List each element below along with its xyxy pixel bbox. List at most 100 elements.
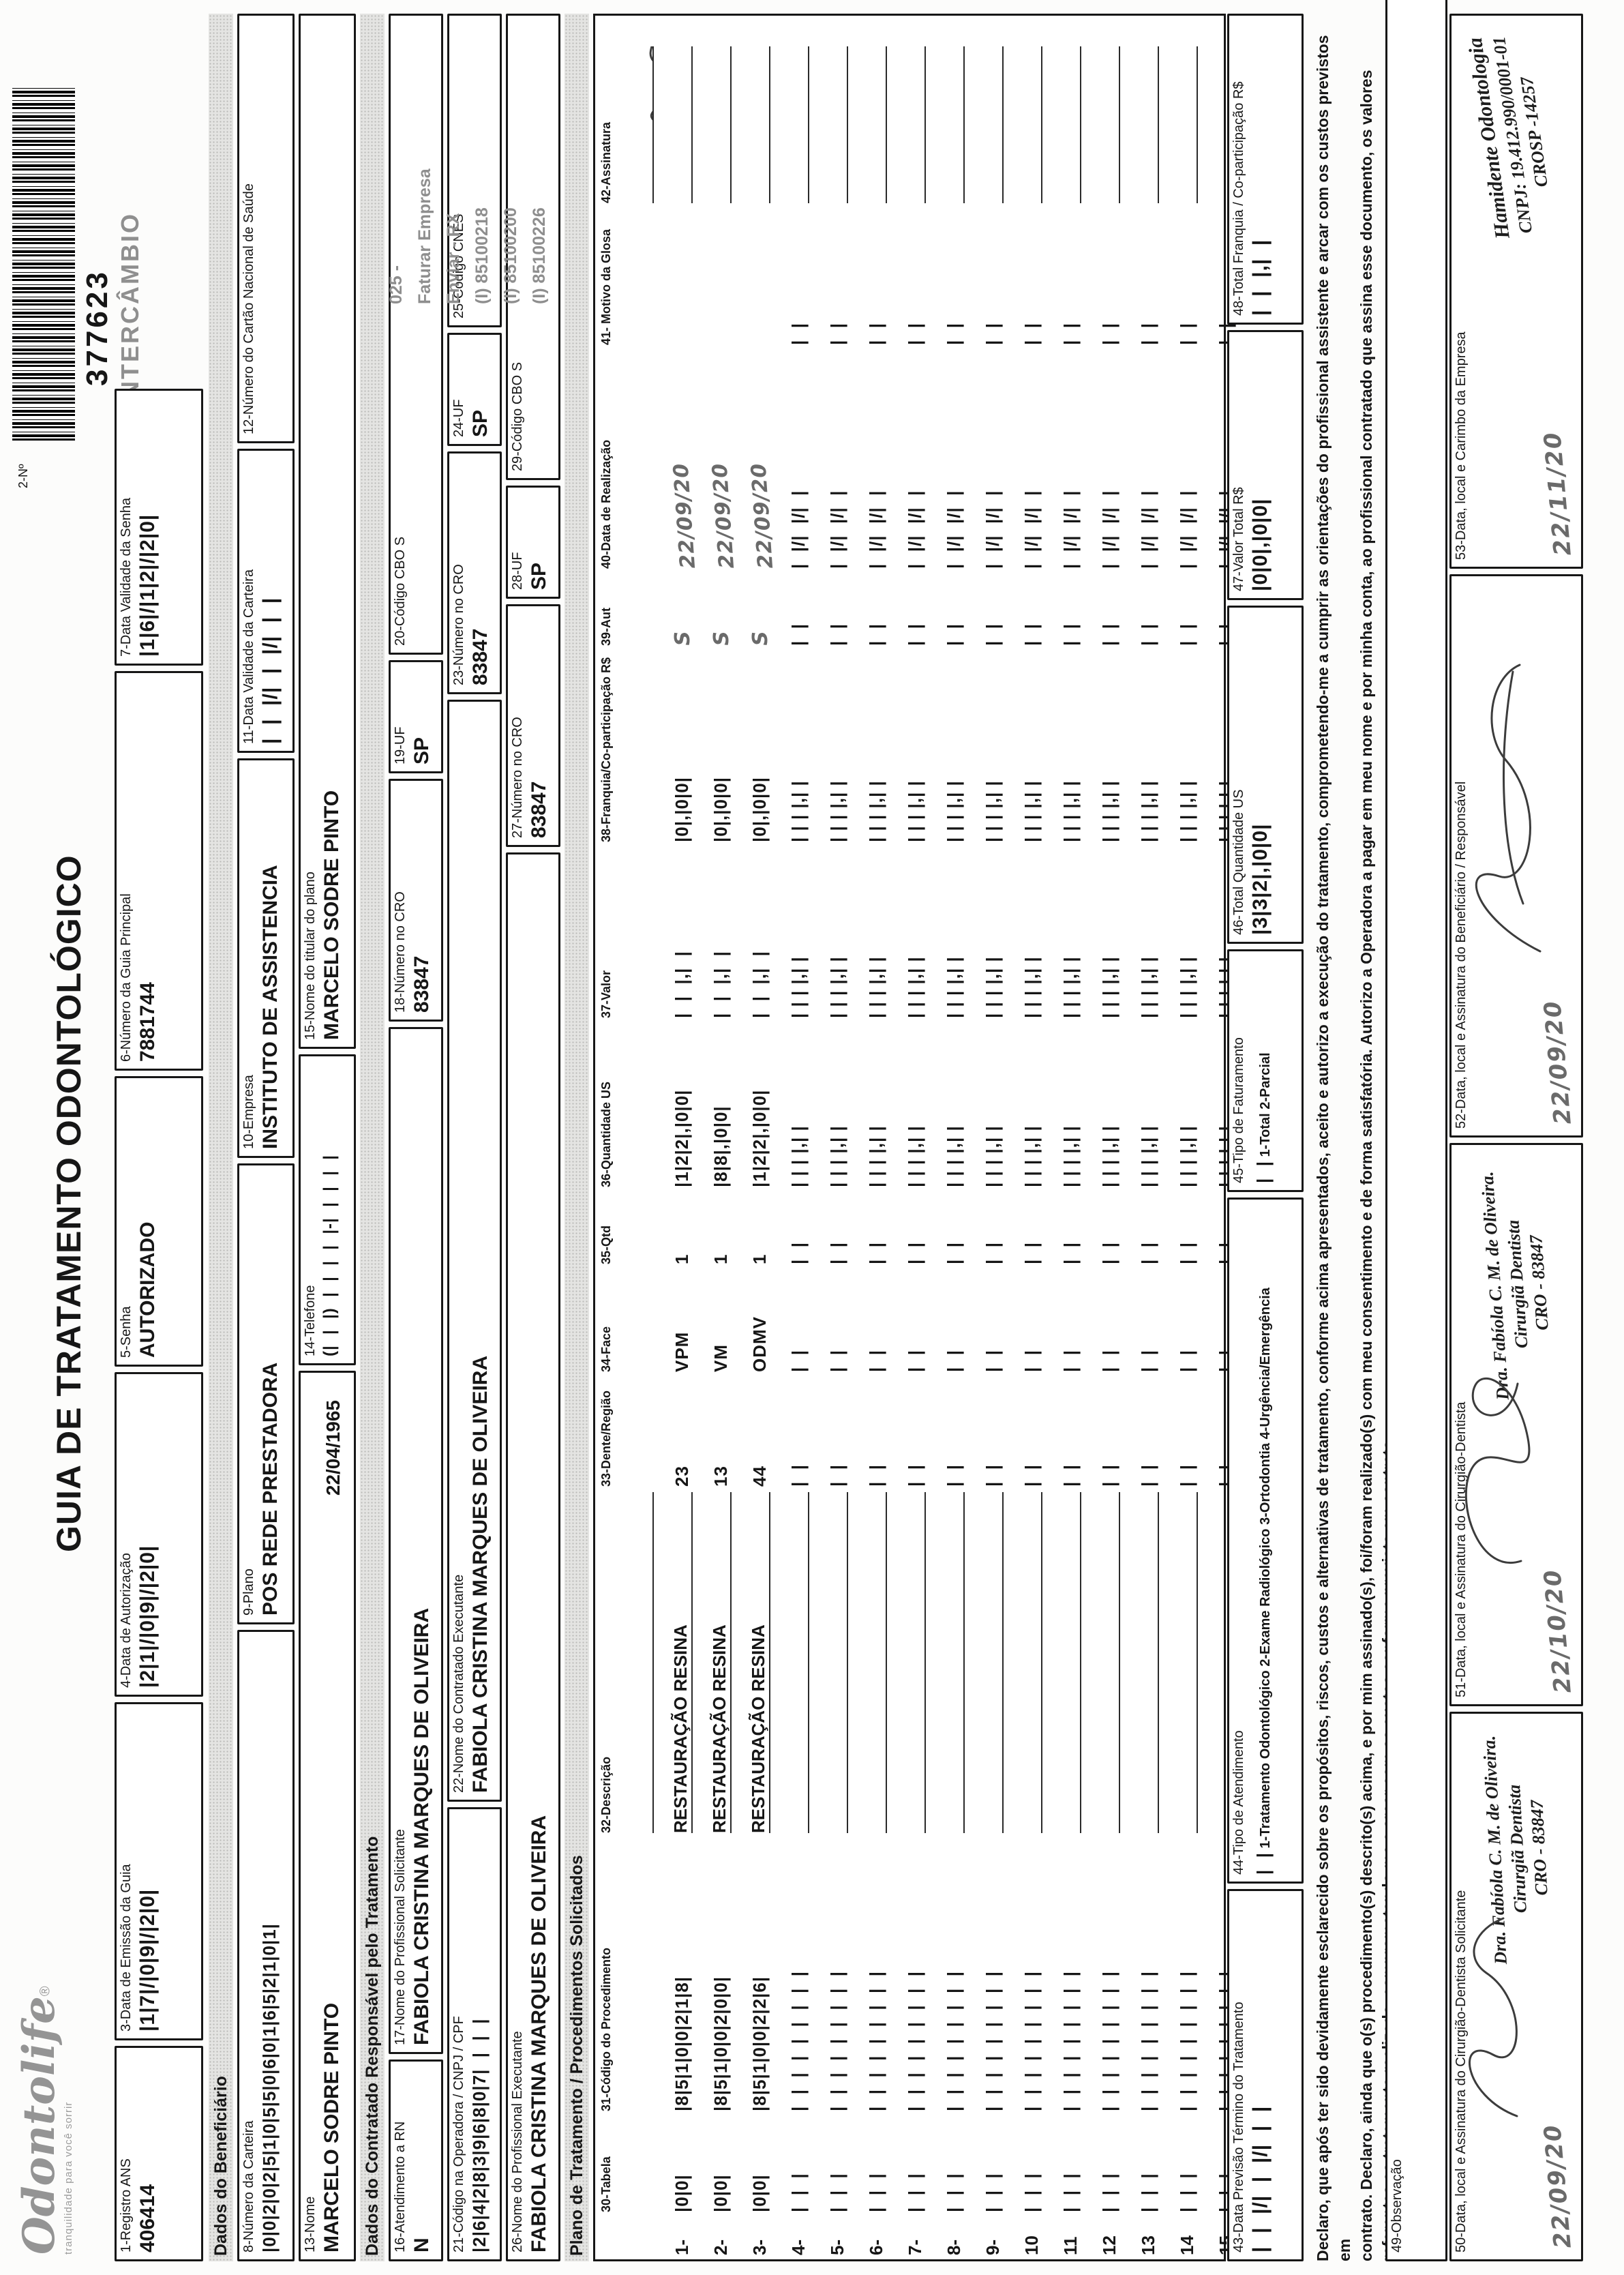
- cell-franquia[interactable]: |0|,|0|0|: [749, 777, 770, 842]
- cell-franquia[interactable]: | | | |,| |: [1138, 780, 1158, 842]
- cell-codigo[interactable]: | | | | | | | | |: [788, 1970, 809, 2111]
- cell-codigo[interactable]: | | | | | | | | |: [905, 1970, 925, 2111]
- cell-aut[interactable]: | |: [788, 623, 809, 646]
- cell-valor[interactable]: | | | |,| |: [905, 956, 925, 1018]
- cell-tabela[interactable]: | | |: [905, 2173, 925, 2212]
- cell-valor[interactable]: | | | |,| |: [788, 956, 809, 1018]
- field-profissional-solicitante-value[interactable]: FABIOLA CRISTINA MARQUES DE OLIVEIRA: [410, 1607, 433, 2045]
- cell-valor[interactable]: | | | |,| |: [1138, 956, 1158, 1018]
- cell-qtd[interactable]: | |: [1138, 1242, 1158, 1264]
- cell-dente[interactable]: | |: [827, 1464, 847, 1487]
- cell-tabela[interactable]: | | |: [1060, 2173, 1081, 2212]
- cell-dente[interactable]: | |: [866, 1464, 886, 1487]
- cell-qtd[interactable]: 1: [672, 1253, 692, 1264]
- field-cro-solicitante-value[interactable]: 83847: [410, 955, 433, 1013]
- cell-motivo-glosa[interactable]: | |: [982, 323, 1003, 345]
- cell-dente[interactable]: | |: [788, 1464, 809, 1487]
- cell-data-realizacao[interactable]: | |/| |/| |: [1177, 490, 1197, 569]
- field-numero-carteira-value[interactable]: |0|0|2|0|2|5|1|0|5|5|0|6|0|1|6|5|2|1|0|1…: [259, 1923, 280, 2252]
- cell-dente[interactable]: 44: [749, 1466, 770, 1487]
- field-observacao[interactable]: 49-Observação: [1385, 0, 1447, 2261]
- cell-valor[interactable]: | | |,| |: [672, 951, 692, 1018]
- cell-motivo-glosa[interactable]: | |: [1099, 323, 1119, 345]
- cell-descricao[interactable]: [847, 1492, 848, 1833]
- cell-quantidade-us[interactable]: | | | |,| |: [1138, 1125, 1158, 1187]
- cell-quantidade-us[interactable]: |8|8|,|0|0|: [710, 1105, 731, 1187]
- field-cro-executante-value[interactable]: 83847: [528, 781, 550, 838]
- cell-quantidade-us[interactable]: | | | |,| |: [788, 1125, 809, 1187]
- cell-dente[interactable]: | |: [1021, 1464, 1042, 1487]
- cell-codigo[interactable]: | | | | | | | | |: [1099, 1970, 1119, 2111]
- cell-codigo[interactable]: |8|5|1|0|0|2|2|6|: [749, 1976, 770, 2111]
- cell-assinatura[interactable]: [816, 46, 848, 203]
- cell-dente[interactable]: | |: [1060, 1464, 1081, 1487]
- cell-face[interactable]: | |: [1060, 1350, 1081, 1372]
- cell-face[interactable]: | |: [982, 1350, 1003, 1372]
- cell-codigo[interactable]: |8|5|1|0|0|2|1|8|: [672, 1976, 692, 2111]
- cell-descricao[interactable]: [924, 1492, 926, 1833]
- cell-tabela[interactable]: | | |: [788, 2173, 809, 2212]
- cell-face[interactable]: VPM: [672, 1331, 692, 1372]
- cell-aut[interactable]: | |: [1099, 623, 1119, 646]
- cell-tabela[interactable]: | | |: [944, 2173, 964, 2212]
- table-row[interactable]: 2- |0|0| |8|5|1|0|0|2|0|0| RESTAURAÇÃO R…: [693, 16, 739, 2259]
- table-row[interactable]: 6- | | | | | | | | | | | | | | | | | | |…: [848, 16, 887, 2259]
- cell-aut[interactable]: | |: [982, 623, 1003, 646]
- cell-face[interactable]: | |: [866, 1350, 886, 1372]
- cell-data-realizacao[interactable]: | |/| |/| |: [1021, 490, 1042, 569]
- cell-franquia[interactable]: | | | |,| |: [788, 780, 809, 842]
- cell-motivo-glosa[interactable]: | |: [827, 323, 847, 345]
- cell-qtd[interactable]: | |: [1021, 1242, 1042, 1264]
- cell-quantidade-us[interactable]: |1|2|2|,|0|0|: [749, 1089, 770, 1187]
- field-registro-ans-value[interactable]: 406414: [136, 2184, 159, 2252]
- field-tipo-faturamento-box[interactable]: | |: [1253, 1161, 1274, 1183]
- cell-aut[interactable]: | |: [1138, 623, 1158, 646]
- cell-motivo-glosa[interactable]: | |: [1138, 323, 1158, 345]
- cell-assinatura[interactable]: [972, 46, 1004, 203]
- cell-quantidade-us[interactable]: | | | |,| |: [982, 1125, 1003, 1187]
- cell-data-realizacao[interactable]: | |/| |/| |: [827, 490, 847, 569]
- field-assinatura-beneficiario[interactable]: 52-Data, local e Assinatura do Beneficiá…: [1449, 574, 1583, 1138]
- cell-face[interactable]: | |: [944, 1350, 964, 1372]
- cell-assinatura[interactable]: [622, 46, 654, 203]
- cell-codigo[interactable]: | | | | | | | | |: [1060, 1970, 1081, 2111]
- cell-quantidade-us[interactable]: | | | |,| |: [1177, 1125, 1197, 1187]
- cell-aut[interactable]: | |: [827, 623, 847, 646]
- field-profissional-executante-value[interactable]: FABIOLA CRISTINA MARQUES DE OLIVEIRA: [528, 1815, 550, 2252]
- cell-aut[interactable]: | |: [1021, 623, 1042, 646]
- field-validade-carteira-value[interactable]: | | |/| | |/| | |: [259, 597, 282, 744]
- cell-franquia[interactable]: | | | |,| |: [866, 780, 886, 842]
- cell-franquia[interactable]: | | | |,| |: [905, 780, 925, 842]
- cell-descricao[interactable]: [808, 1492, 809, 1833]
- table-row[interactable]: 8- | | | | | | | | | | | | | | | | | | |…: [926, 16, 965, 2259]
- field-uf-executante-value[interactable]: SP: [528, 562, 550, 590]
- field-total-quantidade-us-value[interactable]: |3|3|2|,|0|0|: [1249, 823, 1272, 935]
- table-row[interactable]: 13 | | | | | | | | | | | | | | | | | | |…: [1120, 16, 1159, 2259]
- cell-codigo[interactable]: | | | | | | | | |: [1138, 1970, 1158, 2111]
- cell-franquia[interactable]: | | | |,| |: [982, 780, 1003, 842]
- field-assinatura-dentista[interactable]: 51-Data, local e Assinatura do Cirurgião…: [1449, 1143, 1583, 1706]
- table-row[interactable]: 4- | | | | | | | | | | | | | | | | | | |…: [770, 16, 809, 2259]
- cell-motivo-glosa[interactable]: | |: [944, 323, 964, 345]
- cell-assinatura[interactable]: [894, 46, 926, 203]
- cell-data-realizacao[interactable]: | |/| |/| |: [982, 490, 1003, 569]
- table-row[interactable]: 11 | | | | | | | | | | | | | | | | | | |…: [1042, 16, 1081, 2259]
- cell-assinatura[interactable]: [1088, 46, 1120, 203]
- cell-face[interactable]: | |: [1177, 1350, 1197, 1372]
- cell-quantidade-us[interactable]: | | | |,| |: [866, 1125, 886, 1187]
- table-row[interactable]: 7- | | | | | | | | | | | | | | | | | | |…: [887, 16, 926, 2259]
- cell-aut[interactable]: | |: [905, 623, 925, 646]
- cell-tabela[interactable]: | | |: [1021, 2173, 1042, 2212]
- field-numero-guia-principal-value[interactable]: 7881744: [136, 982, 159, 1062]
- cell-motivo-glosa[interactable]: | |: [866, 323, 886, 345]
- cell-franquia[interactable]: |0|,|0|0|: [710, 777, 731, 842]
- cell-face[interactable]: | |: [827, 1350, 847, 1372]
- cell-assinatura[interactable]: [855, 46, 887, 203]
- cell-face[interactable]: VM: [710, 1344, 731, 1372]
- cell-tabela[interactable]: |0|0|: [749, 2174, 770, 2212]
- table-row[interactable]: 9- | | | | | | | | | | | | | | | | | | |…: [965, 16, 1004, 2259]
- cell-assinatura[interactable]: [738, 46, 770, 203]
- field-data-autorizacao-value[interactable]: |2|1|/|0|9|/|2|0|: [136, 1545, 159, 1688]
- cell-motivo-glosa[interactable]: | |: [788, 323, 809, 345]
- cell-qtd[interactable]: | |: [788, 1242, 809, 1264]
